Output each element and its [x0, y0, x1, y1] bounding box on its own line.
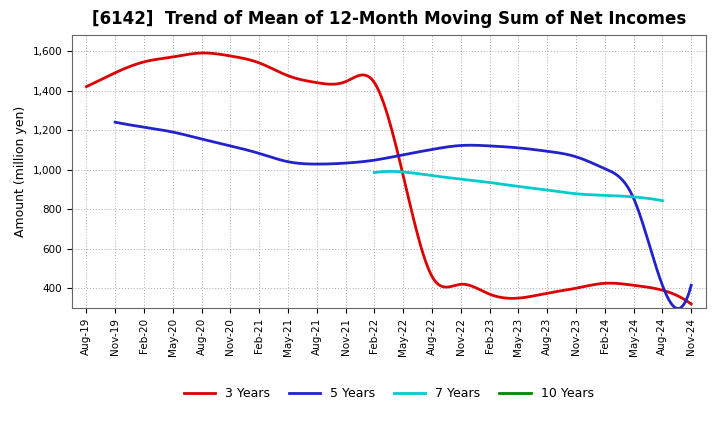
5 Years: [384, 155, 393, 160]
5 Years: [454, 143, 462, 148]
3 Years: [199, 50, 208, 55]
7 Years: [526, 185, 535, 191]
3 Years: [371, 81, 379, 86]
5 Years: [423, 148, 431, 153]
5 Years: [674, 306, 683, 311]
7 Years: [386, 169, 395, 174]
7 Years: [652, 197, 660, 202]
3 Years: [374, 88, 383, 93]
5 Years: [687, 282, 696, 288]
Line: 3 Years: 3 Years: [86, 53, 691, 304]
3 Years: [444, 284, 452, 290]
7 Years: [542, 187, 551, 193]
Line: 7 Years: 7 Years: [374, 172, 662, 201]
3 Years: [687, 301, 696, 307]
7 Years: [509, 183, 518, 188]
5 Years: [583, 158, 592, 164]
Title: [6142]  Trend of Mean of 12-Month Moving Sum of Net Incomes: [6142] Trend of Mean of 12-Month Moving …: [91, 10, 686, 28]
7 Years: [607, 193, 616, 198]
3 Years: [579, 284, 588, 290]
3 Years: [82, 84, 91, 89]
7 Years: [508, 183, 516, 188]
7 Years: [658, 198, 667, 203]
3 Years: [410, 221, 419, 227]
5 Years: [111, 120, 120, 125]
Legend: 3 Years, 5 Years, 7 Years, 10 Years: 3 Years, 5 Years, 7 Years, 10 Years: [179, 382, 598, 405]
Y-axis label: Amount (million yen): Amount (million yen): [14, 106, 27, 237]
7 Years: [370, 170, 379, 175]
3 Years: [673, 293, 682, 299]
5 Years: [388, 154, 397, 160]
5 Years: [673, 306, 682, 311]
Line: 5 Years: 5 Years: [115, 122, 691, 308]
